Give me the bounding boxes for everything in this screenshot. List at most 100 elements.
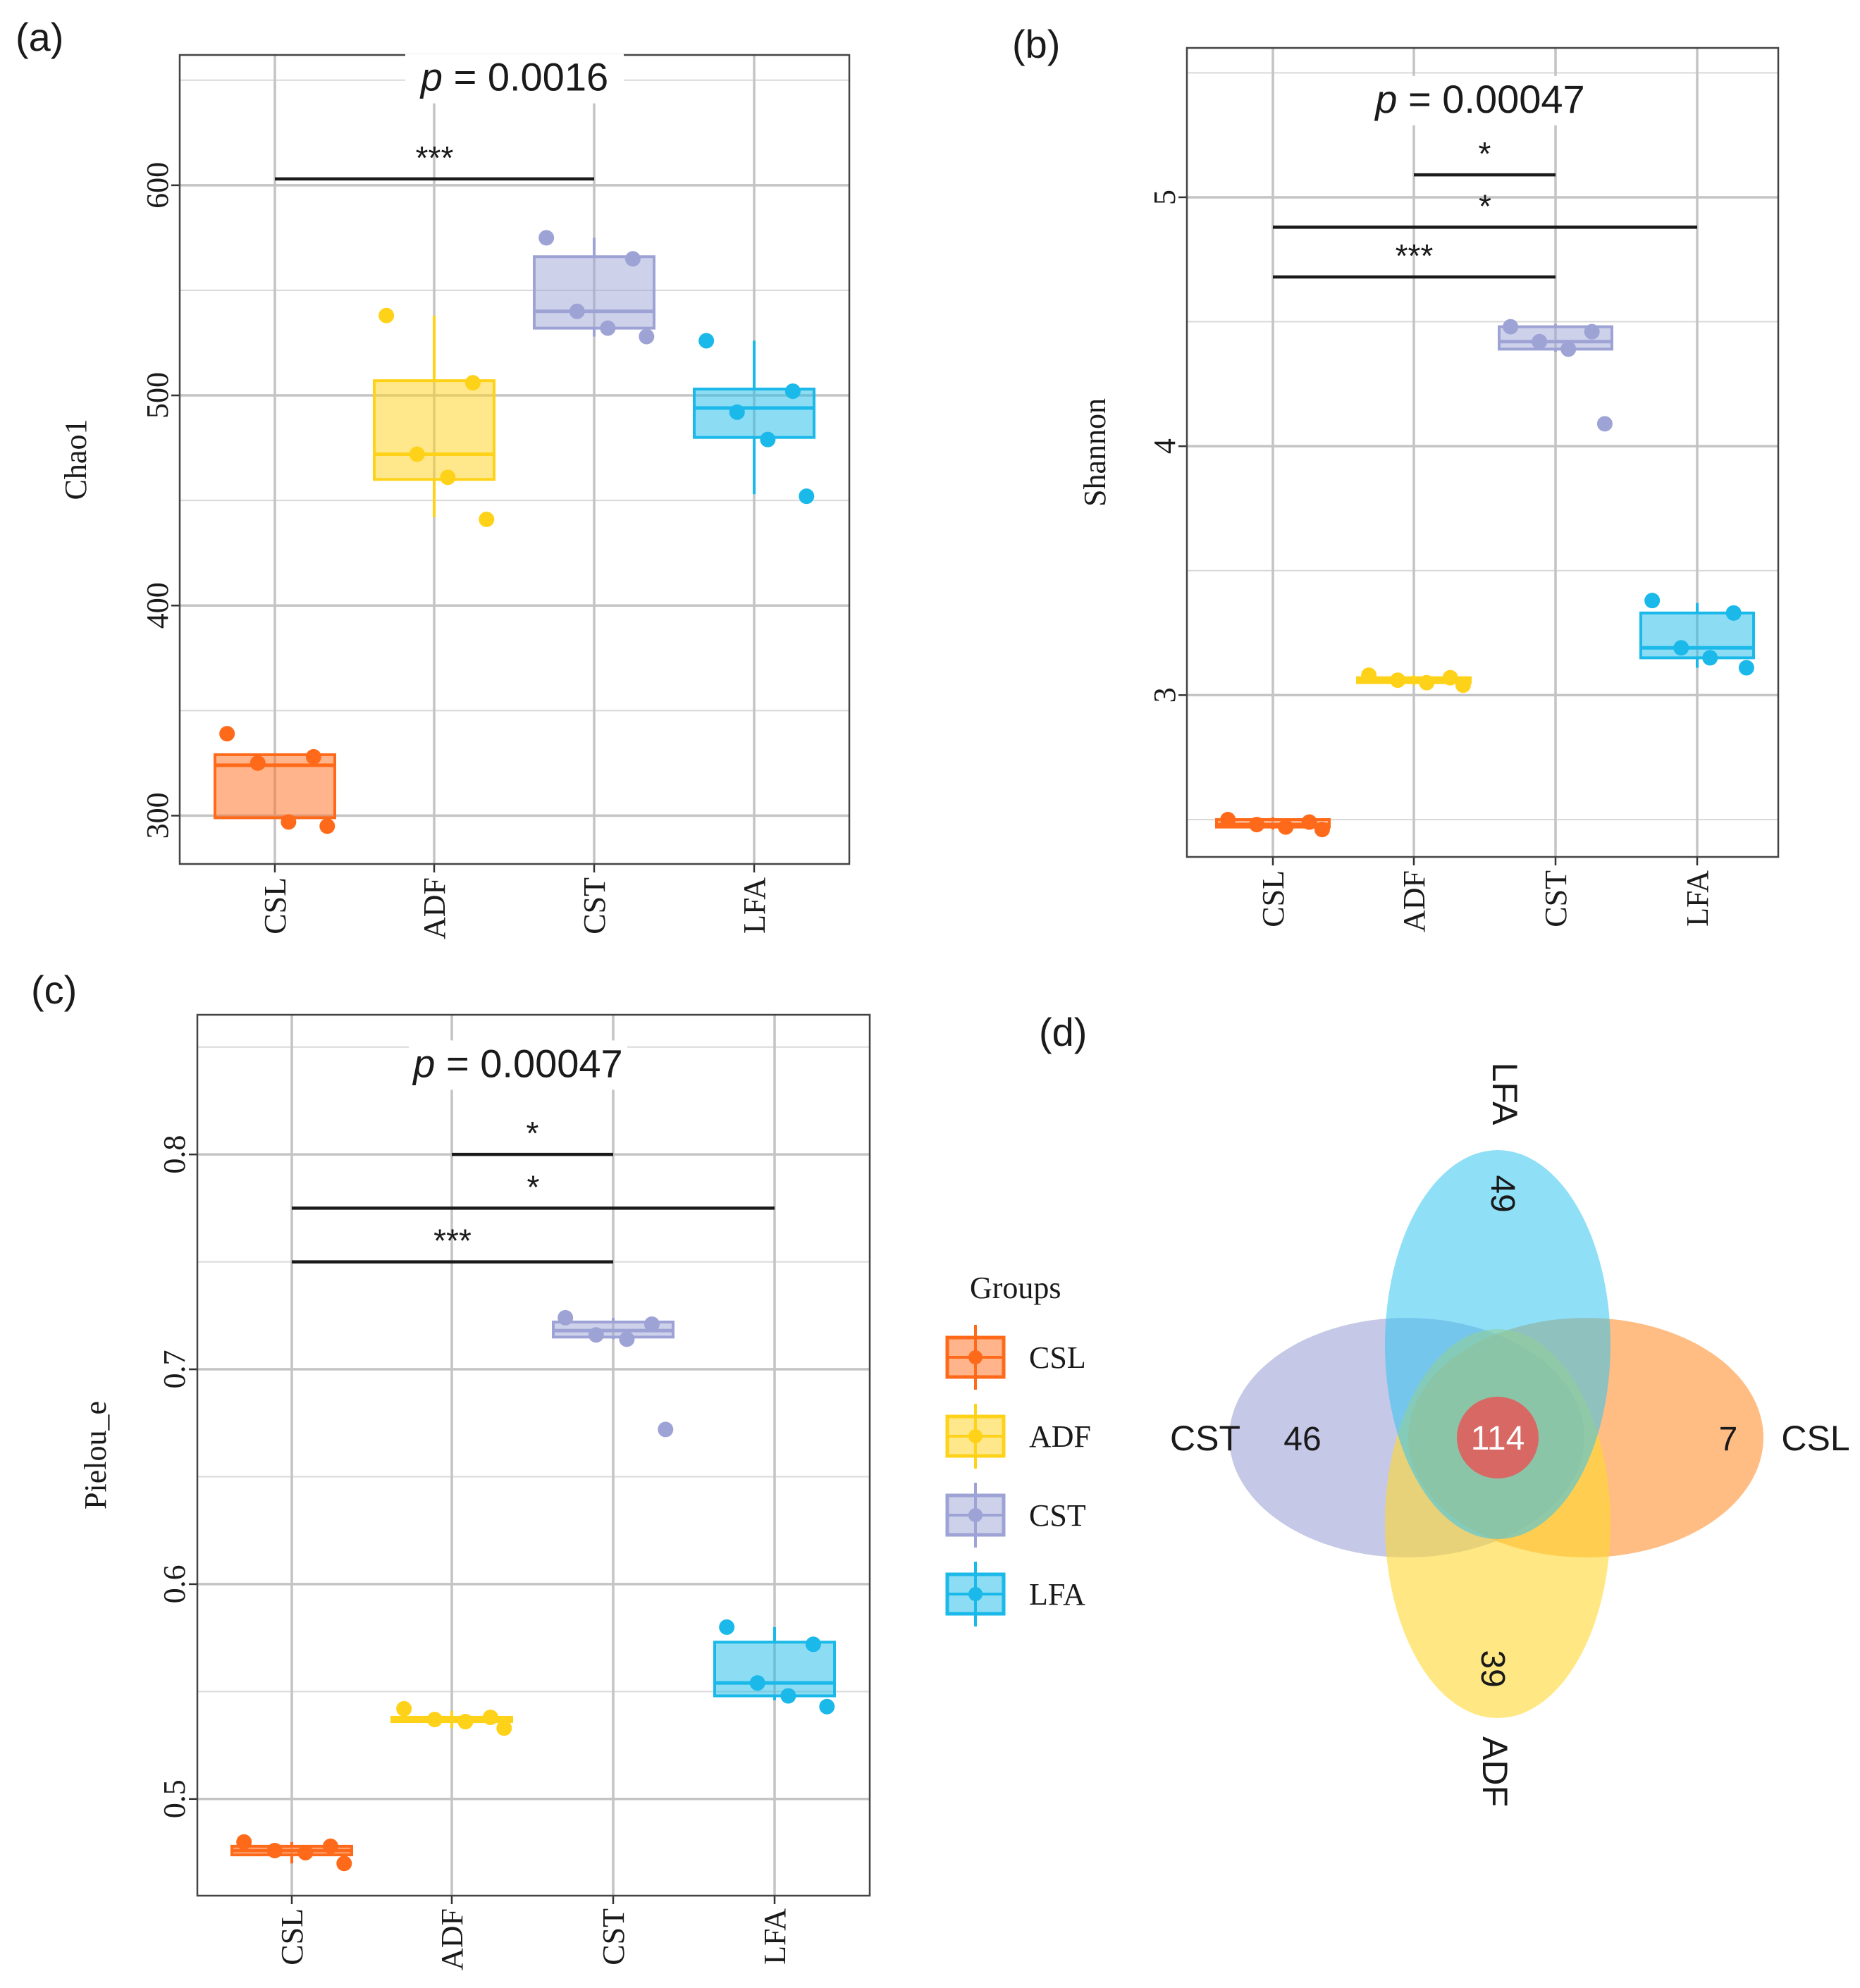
box-cst xyxy=(533,255,655,330)
data-point-adf xyxy=(479,511,495,527)
y-tick-label: 400 xyxy=(140,582,175,629)
y-tick-label: 300 xyxy=(140,792,175,839)
panel-b-letter: (b) xyxy=(1012,22,1060,66)
data-point-csl xyxy=(1314,822,1330,838)
legend-label-adf: ADF xyxy=(1029,1419,1091,1454)
data-point-cst xyxy=(600,320,616,336)
data-point-lfa xyxy=(760,431,776,447)
venn-label-cst: CST xyxy=(1170,1419,1240,1458)
data-point-adf xyxy=(378,307,395,323)
data-point-adf xyxy=(426,1712,443,1727)
significance-label: *** xyxy=(433,1223,472,1259)
data-point-lfa xyxy=(784,383,801,400)
p-value-label: p = 0.00047 xyxy=(1374,77,1584,121)
legend-title: Groups xyxy=(970,1271,1061,1305)
y-tick-label: 0.8 xyxy=(157,1135,192,1174)
legend-items: CSL ADF CST LFA xyxy=(945,1325,1091,1626)
data-point-lfa xyxy=(1725,605,1742,621)
plot-border xyxy=(1185,47,1780,858)
x-tick-label: CST xyxy=(577,877,612,934)
venn-count-csl: 7 xyxy=(1719,1421,1738,1458)
data-point-csl xyxy=(322,1838,338,1854)
data-point-cst xyxy=(588,1327,604,1343)
data-point-lfa xyxy=(780,1688,796,1704)
data-point-lfa xyxy=(805,1636,821,1653)
data-point-lfa xyxy=(1738,660,1754,676)
significance-label: * xyxy=(1479,135,1491,172)
data-point-adf xyxy=(1419,674,1435,691)
p-value-background xyxy=(405,54,624,104)
data-point-cst xyxy=(619,1331,635,1347)
significance-label: * xyxy=(1479,187,1491,224)
x-tick-label: LFA xyxy=(1680,870,1715,927)
p-value-symbol: p xyxy=(419,55,443,99)
venn-label-csl: CSL xyxy=(1781,1419,1849,1458)
data-point-csl xyxy=(305,748,321,765)
plot-border xyxy=(196,1013,871,1897)
legend-point-adf xyxy=(968,1429,983,1443)
data-point-adf xyxy=(482,1709,498,1725)
p-value-text: = 0.00047 xyxy=(1397,77,1584,121)
panel-d-letter: (d) xyxy=(1039,1010,1087,1054)
data-point-csl xyxy=(266,1842,283,1858)
data-point-lfa xyxy=(729,404,745,420)
p-value-text: = 0.00047 xyxy=(435,1041,622,1085)
data-point-csl xyxy=(1278,819,1294,835)
data-point-lfa xyxy=(1644,593,1661,609)
venn-count-adf: 39 xyxy=(1474,1650,1511,1687)
panel-d-venn-diagram: (d) 114 LFA 49 CST 46 7 CSL 39 ADF xyxy=(1039,1010,1850,1807)
p-value-symbol: p xyxy=(1374,77,1397,121)
data-point-adf xyxy=(1455,677,1471,693)
legend-label-cst: CST xyxy=(1029,1498,1086,1533)
p-value-symbol: p xyxy=(412,1041,435,1085)
box-adf xyxy=(373,379,495,481)
data-point-cst xyxy=(624,251,641,267)
venn-label-lfa: LFA xyxy=(1485,1063,1525,1126)
data-point-cst xyxy=(658,1421,674,1438)
legend-point-lfa xyxy=(968,1587,983,1601)
data-point-csl xyxy=(281,814,297,830)
data-point-csl xyxy=(319,818,335,834)
y-tick-label: 600 xyxy=(140,162,175,209)
venn-count-cst: 46 xyxy=(1283,1421,1321,1458)
data-point-csl xyxy=(336,1856,352,1872)
x-tick-label: CSL xyxy=(258,877,292,934)
x-tick-label: CSL xyxy=(275,1908,309,1965)
y-axis-title: Pielou_e xyxy=(78,1401,113,1509)
data-point-lfa xyxy=(749,1675,765,1691)
venn-count-lfa: 49 xyxy=(1484,1175,1521,1212)
y-tick-label: 500 xyxy=(140,372,175,419)
p-value-text: = 0.0016 xyxy=(443,55,608,99)
x-tick-label: CSL xyxy=(1256,870,1291,927)
data-point-cst xyxy=(1503,319,1519,335)
y-tick-label: 0.7 xyxy=(157,1350,192,1389)
data-point-csl xyxy=(1220,812,1236,828)
data-point-cst xyxy=(1532,333,1548,350)
x-tick-label: LFA xyxy=(737,877,772,934)
data-point-csl xyxy=(1249,817,1265,833)
venn-shared-count: 114 xyxy=(1471,1420,1525,1457)
venn-label-adf: ADF xyxy=(1475,1736,1515,1807)
groups-legend: Groups CSL ADF CST LFA xyxy=(945,1271,1091,1626)
data-point-lfa xyxy=(1702,650,1718,666)
data-point-cst xyxy=(1596,416,1613,432)
x-tick-label: ADF xyxy=(1397,870,1431,932)
x-tick-label: CST xyxy=(1539,870,1573,927)
p-value-background xyxy=(1371,75,1589,125)
data-point-adf xyxy=(1361,667,1377,684)
significance-label: * xyxy=(526,1115,539,1152)
data-point-lfa xyxy=(819,1698,835,1715)
x-tick-label: ADF xyxy=(417,877,452,939)
venn-center-circle xyxy=(1457,1397,1539,1478)
data-point-cst xyxy=(639,328,655,345)
data-point-adf xyxy=(396,1700,412,1717)
data-point-cst xyxy=(569,303,585,319)
data-point-cst xyxy=(538,230,555,246)
data-point-lfa xyxy=(1673,640,1689,656)
y-tick-label: 0.6 xyxy=(157,1564,192,1603)
venn-ellipse-lfa xyxy=(1385,1150,1610,1539)
legend-label-csl: CSL xyxy=(1029,1340,1086,1375)
data-point-lfa xyxy=(799,488,815,505)
p-value-label: p = 0.00047 xyxy=(412,1041,622,1085)
